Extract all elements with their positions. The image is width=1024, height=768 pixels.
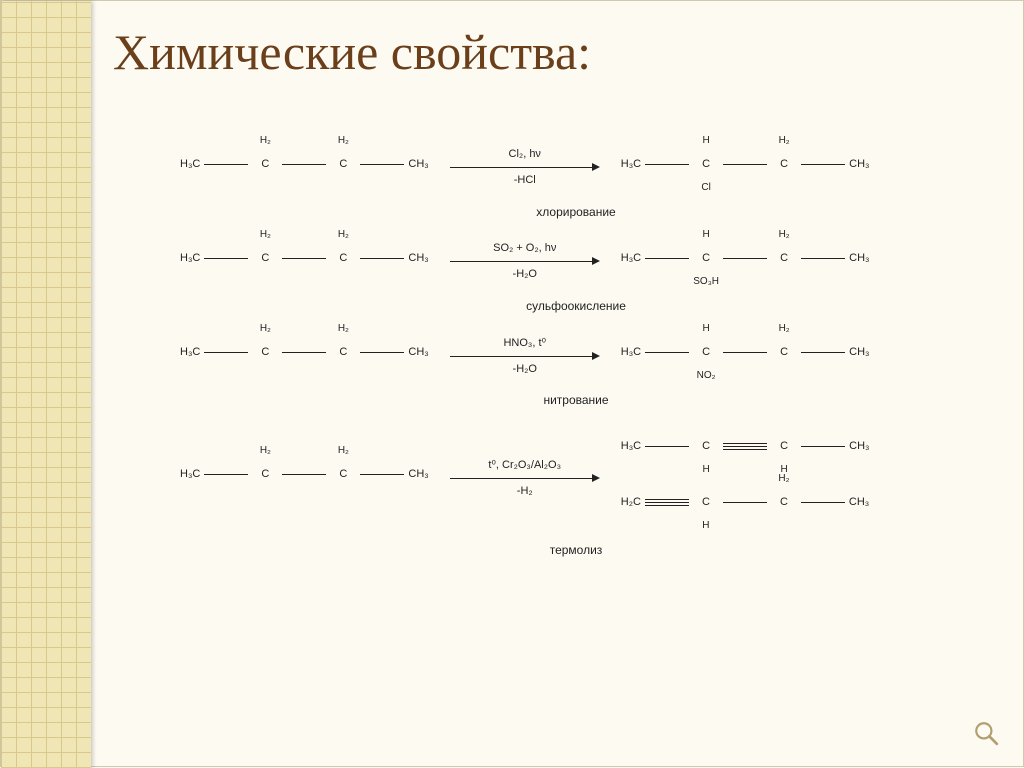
end-group: H₃C bbox=[176, 158, 204, 170]
substrate-molecule: H₃C H₂ C H₂ C CH₃ bbox=[176, 329, 433, 375]
reaction-arrow: SO₂ + O₂, hν -H₂O bbox=[445, 236, 605, 280]
reaction-name: нитрование bbox=[176, 393, 976, 407]
atom-label: C bbox=[702, 141, 710, 187]
substrate-molecule: H₃C H₂ C H₂ C CH₃ bbox=[176, 141, 433, 187]
reactions-content: H₃C H₂ C H₂ C CH₃ Cl₂, hν -HCl bbox=[176, 141, 976, 573]
reaction-name: хлорирование bbox=[176, 205, 976, 219]
substrate-molecule: H₃C H₂ C H₂ C CH₃ bbox=[176, 235, 433, 281]
reaction-row: H₃C H₂ C H₂ C CH₃ HNO₃, t⁰ -H₂O bbox=[176, 329, 976, 375]
atom-label: C bbox=[261, 141, 269, 187]
product-molecule: H₃C C H C H CH₃ bbox=[617, 423, 874, 469]
chain-atom: H₂ C bbox=[326, 141, 360, 187]
arrow-conditions-above: Cl₂, hν bbox=[509, 148, 541, 160]
reaction-name: сульфоокисление bbox=[176, 299, 976, 313]
atom-bottom: Cl bbox=[689, 182, 723, 193]
reaction-row: H₃C H₂ C H₂ C CH₃ Cl₂, hν -HCl bbox=[176, 141, 976, 187]
substrate-molecule: H₃C H₂ C H₂ C CH₃ bbox=[176, 451, 433, 497]
arrow-conditions-above: SO₂ + O₂, hν bbox=[493, 242, 556, 254]
product-molecule: H₃C H C SO₃H H₂ C CH₃ bbox=[617, 235, 874, 281]
reaction-row: H₃C H₂ C H₂ C CH₃ SO₂ + O₂, hν -H₂O bbox=[176, 235, 976, 281]
bond bbox=[723, 141, 767, 187]
bond bbox=[204, 141, 248, 187]
slide-title: Химические свойства: bbox=[113, 23, 591, 81]
products-column: H₃C C H C H CH₃ bbox=[617, 423, 874, 525]
bond bbox=[360, 141, 404, 187]
atom-label: C bbox=[780, 141, 788, 187]
bond bbox=[801, 141, 845, 187]
end-group: H₃C bbox=[617, 158, 645, 170]
end-group: CH₃ bbox=[404, 158, 432, 170]
bond bbox=[282, 141, 326, 187]
zoom-icon[interactable] bbox=[973, 720, 999, 746]
product-molecule: H₂C C H H₂ C CH₃ bbox=[617, 479, 874, 525]
product-molecule: H₃C H C Cl H₂ C CH₃ bbox=[617, 141, 874, 187]
bond bbox=[645, 141, 689, 187]
slide: Химические свойства: H₃C H₂ C H₂ C CH₃ bbox=[0, 0, 1024, 767]
chain-atom: H₂ C bbox=[248, 141, 282, 187]
product-molecule: H₃C H C NO₂ H₂ C CH₃ bbox=[617, 329, 874, 375]
chain-atom: H C Cl bbox=[689, 141, 723, 187]
reaction-name: термолиз bbox=[176, 543, 976, 557]
end-group: CH₃ bbox=[845, 158, 873, 170]
reaction-arrow: t⁰, Cr₂O₃/Al₂O₃ -H₂ bbox=[445, 452, 605, 497]
atom-top: H bbox=[689, 135, 723, 146]
reaction-arrow: Cl₂, hν -HCl bbox=[445, 142, 605, 186]
atom-label: C bbox=[339, 141, 347, 187]
reaction-arrow: HNO₃, t⁰ -H₂O bbox=[445, 330, 605, 375]
reaction-row: H₃C H₂ C H₂ C CH₃ t⁰, Cr₂O₃/Al₂O₃ -H₂ bbox=[176, 423, 976, 525]
end-group: CH₃ bbox=[404, 252, 432, 264]
atom-top: H₂ bbox=[767, 135, 801, 146]
end-group: H₃C bbox=[176, 252, 204, 264]
arrow-conditions-below: -HCl bbox=[514, 174, 536, 186]
arrow-conditions-below: -H₂O bbox=[513, 268, 537, 280]
arrow-line bbox=[450, 162, 600, 172]
chain-atom: H₂ C bbox=[767, 141, 801, 187]
atom-top: H₂ bbox=[326, 135, 360, 146]
atom-top: H₂ bbox=[248, 135, 282, 146]
sidebar-pattern bbox=[1, 1, 91, 768]
